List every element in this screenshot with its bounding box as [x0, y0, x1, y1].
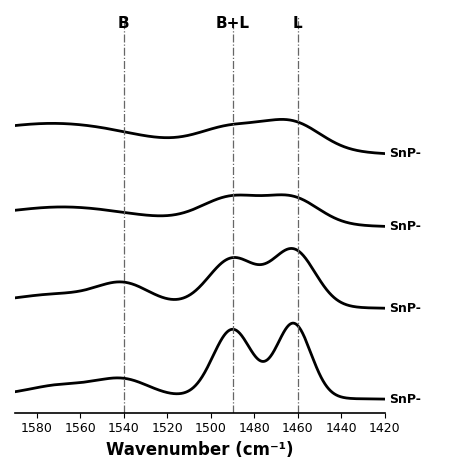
X-axis label: Wavenumber (cm⁻¹): Wavenumber (cm⁻¹)	[106, 441, 294, 459]
Text: SnP-: SnP-	[389, 220, 421, 233]
Text: SnP-: SnP-	[389, 301, 421, 315]
Text: B: B	[118, 16, 129, 31]
Text: B+L: B+L	[216, 16, 250, 31]
Text: SnP-: SnP-	[389, 147, 421, 160]
Text: L: L	[293, 16, 303, 31]
Text: SnP-: SnP-	[389, 392, 421, 406]
